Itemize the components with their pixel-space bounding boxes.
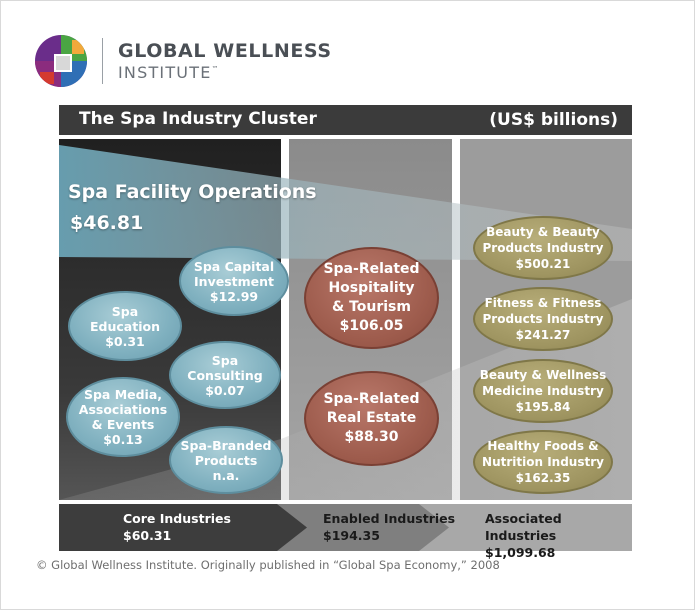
ellipse-line: Beauty & Wellness	[479, 368, 607, 382]
ellipse-line: Spa	[111, 303, 139, 319]
totals-bar: Core Industries $60.31 Enabled Industrie…	[59, 504, 632, 560]
ellipse-value: $241.27	[515, 328, 571, 342]
total-associated-industries: Associated Industries $1,099.68	[485, 510, 632, 561]
ellipse-line: Nutrition Industry	[482, 455, 604, 469]
totals-arrows	[59, 504, 632, 551]
ellipse-value: $195.84	[515, 400, 571, 414]
brand-name-institute: INSTITUTE	[118, 63, 212, 82]
ellipse-line: Products Industry	[482, 312, 604, 326]
total-value: $194.35	[323, 528, 380, 543]
ellipse-fitness-products-industry: Fitness & Fitness Products Industry $241…	[473, 287, 613, 351]
ellipse-value: $12.99	[209, 288, 259, 304]
global-wellness-logo	[35, 35, 87, 87]
ellipse-healthy-foods-nutrition-industry: Healthy Foods & Nutrition Industry $162.…	[473, 430, 613, 494]
ellipse-line: Spa Capital	[193, 258, 275, 274]
ellipse-spa-consulting: Spa Consulting $0.07	[169, 341, 281, 409]
total-core-industries: Core Industries $60.31	[123, 510, 231, 544]
ellipse-value: n.a.	[212, 467, 240, 483]
ellipse-value: $0.07	[205, 382, 245, 398]
ellipse-value: $162.35	[515, 471, 571, 485]
ellipse-beauty-products-industry: Beauty & Beauty Products Industry $500.2…	[473, 216, 613, 280]
ellipse-line: Hospitality	[328, 280, 415, 296]
brand-name-line2: INSTITUTE™	[118, 63, 219, 82]
total-value: $60.31	[123, 528, 172, 543]
ellipse-line: & Events	[91, 417, 155, 432]
ellipse-line: Healthy Foods &	[487, 439, 599, 453]
spa-facility-operations-label: Spa Facility Operations	[68, 181, 317, 203]
ellipse-line: Products Industry	[482, 241, 604, 255]
ellipse-line: Spa-Related	[323, 261, 420, 277]
ellipse-value: $106.05	[339, 318, 404, 334]
ellipse-line: Products	[194, 452, 258, 468]
ellipse-spa-media-associations-events: Spa Media, Associations & Events $0.13	[66, 377, 180, 457]
ellipse-line: Spa	[211, 352, 239, 368]
total-value: $1,099.68	[485, 545, 556, 560]
ellipse-line: Consulting	[187, 367, 263, 383]
spa-facility-operations-value: $46.81	[70, 212, 144, 234]
brand-name-line1: GLOBAL WELLNESS	[118, 40, 332, 62]
trademark-mark: ™	[211, 65, 219, 73]
ellipse-line: Investment	[194, 273, 274, 289]
ellipse-line: Associations	[78, 402, 168, 417]
ellipse-line: Fitness & Fitness	[484, 296, 602, 310]
total-label: Enabled Industries	[323, 511, 456, 526]
ellipse-line: Beauty & Beauty	[486, 225, 600, 239]
ellipse-wellness-medicine-industry: Beauty & Wellness Medicine Industry $195…	[473, 359, 613, 423]
ellipse-line: & Tourism	[332, 299, 411, 315]
ellipse-line: Spa-Branded	[180, 437, 272, 453]
total-label: Core Industries	[123, 511, 231, 526]
diagram-title-bar: The Spa Industry Cluster (US$ billions)	[59, 105, 632, 135]
ellipse-value: $0.13	[103, 432, 143, 447]
ellipse-value: $500.21	[515, 257, 571, 271]
diagram-units: (US$ billions)	[489, 110, 618, 130]
copyright-footer: © Global Wellness Institute. Originally …	[36, 558, 500, 572]
ellipse-line: Medicine Industry	[482, 384, 604, 398]
ellipse-line: Spa Media,	[83, 387, 163, 402]
total-label: Associated Industries	[485, 511, 562, 543]
total-enabled-industries: Enabled Industries $194.35	[323, 510, 455, 544]
ellipse-line: Spa-Related	[323, 391, 420, 407]
logo-divider	[102, 38, 103, 84]
ellipse-spa-related-real-estate: Spa-Related Real Estate $88.30	[304, 371, 439, 466]
ellipse-line: Real Estate	[326, 410, 417, 426]
ellipse-line: Education	[90, 318, 160, 334]
ellipse-value: $88.30	[344, 429, 399, 445]
ellipse-spa-capital-investment: Spa Capital Investment $12.99	[179, 246, 289, 316]
ellipse-spa-education: Spa Education $0.31	[68, 291, 182, 361]
spa-cluster-diagram: The Spa Industry Cluster (US$ billions) …	[59, 105, 632, 560]
diagram-title: The Spa Industry Cluster	[79, 109, 317, 129]
ellipse-value: $0.31	[105, 333, 145, 349]
ellipse-spa-related-hospitality-tourism: Spa-Related Hospitality & Tourism $106.0…	[304, 247, 439, 349]
ellipse-spa-branded-products: Spa-Branded Products n.a.	[169, 426, 283, 494]
